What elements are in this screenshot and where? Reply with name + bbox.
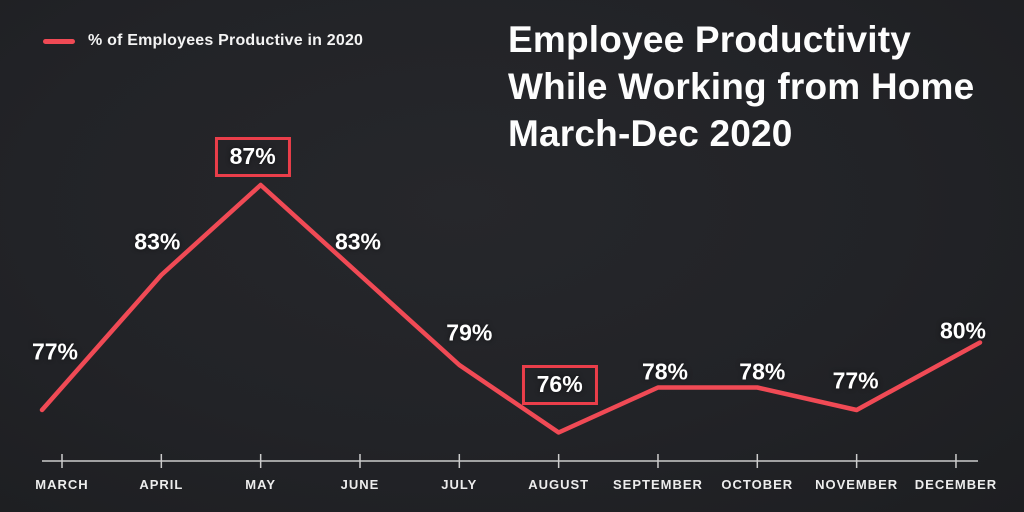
legend-label: % of Employees Productive in 2020 [88,32,364,49]
data-label: 79% [446,319,493,346]
chart-title-line-1: Employee Productivity [508,19,912,60]
chart-title-line-3: March-Dec 2020 [508,113,793,154]
x-axis-label-august: AUGUST [528,477,590,492]
x-axis-label-november: NOVEMBER [815,477,899,492]
data-label: 78% [739,358,786,384]
productivity-line [39,182,983,435]
x-axis-label-june: JUNE [340,477,380,492]
chart-title-line-2: While Working from Home [508,66,975,107]
x-axis-label-march: MARCH [35,477,89,492]
data-label: 83% [334,228,382,255]
x-axis-label-april: APRIL [139,477,184,492]
x-axis-label-december: DECEMBER [914,477,998,492]
legend: % of Employees Productive in 2020 [43,32,363,50]
chart-title: Employee Productivity While Working from… [508,16,1008,157]
data-label: 77% [31,338,79,365]
data-label: 83% [134,228,181,255]
data-label: 80% [939,317,987,343]
x-axis-label-july: JULY [441,477,478,492]
x-axis-label-may: MAY [245,477,277,492]
data-label: 77% [832,367,879,394]
x-axis-label-september: SEPTEMBER [613,477,703,492]
data-label: 78% [641,358,688,384]
data-label-boxed: 76% [521,364,598,405]
data-label-boxed: 87% [214,137,291,177]
axis-ticks [61,454,957,468]
x-axis-label-october: OCTOBER [721,477,794,492]
legend-line-swatch [43,38,75,44]
